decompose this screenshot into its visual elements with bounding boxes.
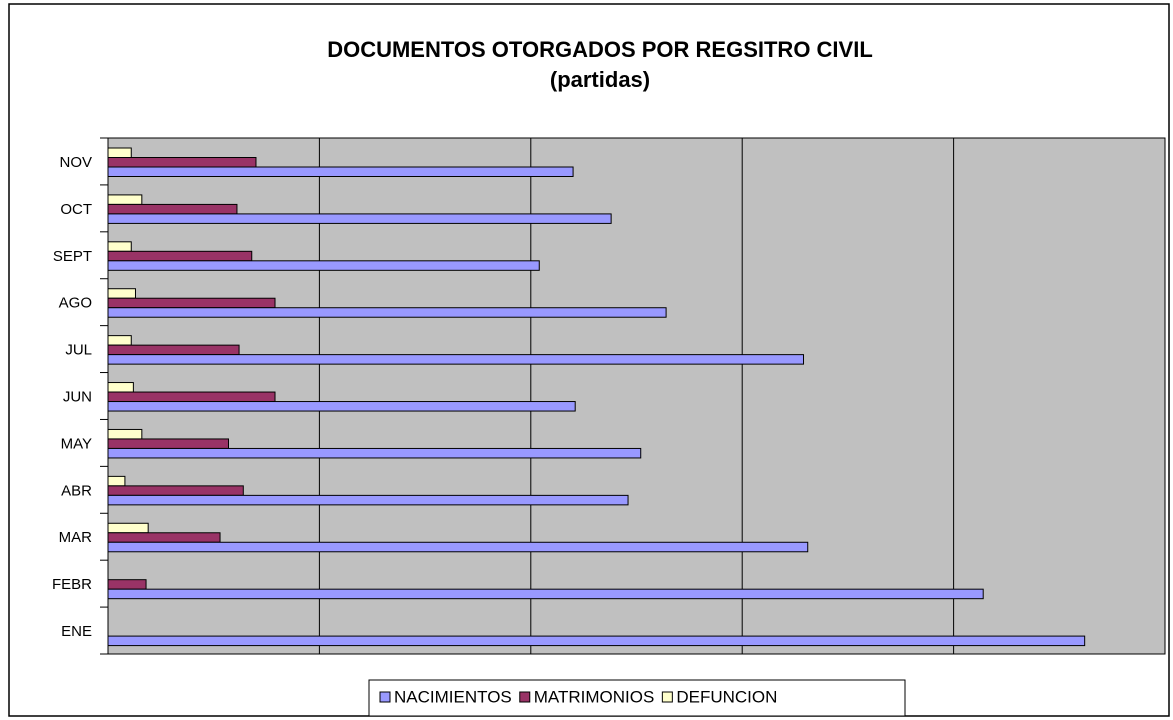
- legend-box: [368, 679, 906, 717]
- bar: [107, 485, 244, 496]
- bar: [107, 260, 540, 271]
- bar: [107, 166, 574, 177]
- bar: [107, 203, 238, 215]
- y-tick-label: SEPT: [53, 248, 92, 265]
- bar: [107, 391, 276, 403]
- bar: [107, 297, 276, 309]
- plot-area: [107, 137, 1166, 655]
- bar: [107, 147, 132, 158]
- bar: [107, 588, 984, 600]
- bar: [107, 447, 642, 459]
- bar: [107, 428, 143, 440]
- legend-label: DEFUNCION: [676, 687, 777, 706]
- y-tick-label: NOV: [59, 154, 92, 171]
- chart-title: DOCUMENTOS OTORGADOS POR REGSITRO CIVIL: [327, 37, 873, 62]
- legend-label: NACIMIENTOS: [394, 687, 512, 706]
- y-tick-label: FEBR: [52, 576, 92, 593]
- legend-swatch: [661, 691, 673, 703]
- y-tick-label: JUN: [63, 389, 92, 406]
- bar: [107, 335, 132, 346]
- bar: [107, 382, 134, 393]
- bar: [107, 532, 221, 543]
- y-tick-label: ENE: [61, 623, 92, 640]
- bar: [107, 241, 132, 252]
- bar: [107, 401, 576, 412]
- bar: [107, 250, 253, 262]
- bar: [107, 288, 136, 299]
- y-tick-label: ABR: [61, 482, 92, 499]
- y-tick-label: MAY: [61, 435, 92, 452]
- bar: [107, 635, 1086, 647]
- bar: [107, 522, 149, 534]
- legend-swatch: [379, 691, 391, 703]
- legend-swatch: [519, 691, 531, 703]
- y-tick-label: MAR: [59, 529, 93, 546]
- y-tick-label: JUL: [65, 342, 92, 359]
- bar: [107, 344, 240, 356]
- bar: [107, 494, 629, 506]
- bar: [107, 307, 667, 318]
- chart-subtitle: (partidas): [550, 67, 650, 92]
- legend-label: MATRIMONIOS: [534, 687, 655, 706]
- bar: [107, 213, 612, 224]
- bar: [107, 354, 805, 365]
- y-tick-label: OCT: [60, 201, 92, 218]
- bar: [107, 475, 126, 487]
- bar: [107, 157, 257, 168]
- bar: [107, 438, 229, 449]
- bar: [107, 194, 143, 205]
- bar: [107, 541, 809, 553]
- y-tick-label: AGO: [59, 295, 92, 312]
- bar: [107, 579, 147, 590]
